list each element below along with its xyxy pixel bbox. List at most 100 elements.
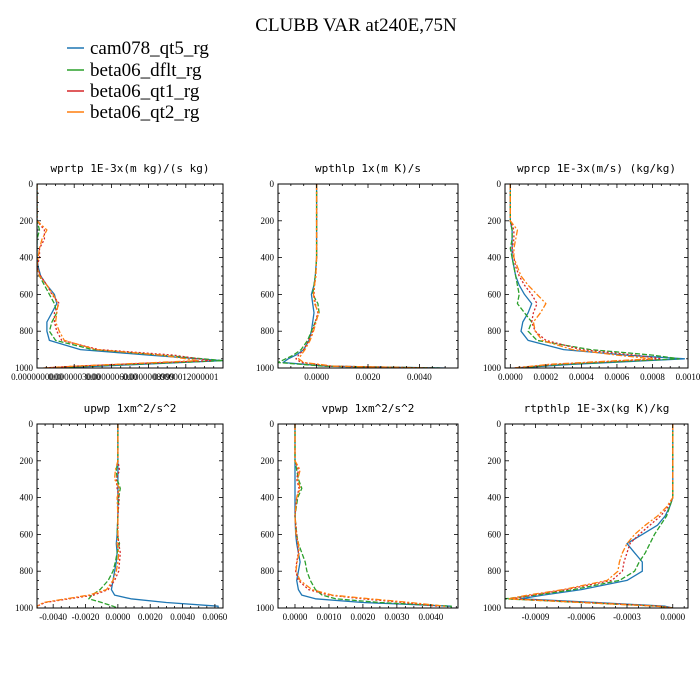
series-line xyxy=(37,184,199,368)
series-line xyxy=(509,184,654,368)
series-group xyxy=(37,424,219,608)
x-tick-label: 0.0010 xyxy=(317,612,342,622)
series-line xyxy=(110,424,219,608)
y-tick-label: 200 xyxy=(261,456,275,466)
x-tick-label: 0.0008 xyxy=(640,372,665,382)
y-tick-label: 800 xyxy=(261,326,275,336)
y-tick-label: 600 xyxy=(488,529,502,539)
x-tick-label: 0.0030 xyxy=(384,612,409,622)
panel-title: wprcp 1E-3x(m/s) (kg/kg) xyxy=(517,162,676,175)
series-group xyxy=(37,184,223,368)
panels-group: wprtp 1E-3x(m kg)/(s kg) 0 200 400 600 800 100… xyxy=(11,162,700,622)
y-tick-label: 800 xyxy=(488,566,502,576)
y-tick-label: 1000 xyxy=(256,363,275,373)
chart-panel: wpthlp 1x(m K)/s 0 200 400 600 800 1000 0.0000 0… xyxy=(256,162,459,382)
legend-label: beta06_qt1_rg xyxy=(90,81,200,102)
x-tick-label: 0.0000 xyxy=(105,612,130,622)
x-tick-label: 0.0000 xyxy=(283,612,308,622)
y-tick-label: 1000 xyxy=(483,603,502,613)
y-tick-label: 800 xyxy=(261,566,275,576)
legend-item: cam078_qt5_rg xyxy=(67,38,209,59)
series-line xyxy=(509,184,680,368)
y-tick-label: 200 xyxy=(20,216,34,226)
legend-item: beta06_qt1_rg xyxy=(67,81,200,102)
series-line xyxy=(507,424,674,608)
x-tick-label: -0.0040 xyxy=(39,612,67,622)
series-line xyxy=(37,424,121,608)
chart-panel: wprtp 1E-3x(m kg)/(s kg) 0 200 400 600 800 100… xyxy=(11,162,224,382)
x-tick-label: -0.0009 xyxy=(522,612,550,622)
series-line xyxy=(511,424,674,608)
series-line xyxy=(505,424,674,608)
series-line xyxy=(509,184,662,368)
x-tick-label: 0.0000006000 xyxy=(86,372,138,382)
chart-panel: wprcp 1E-3x(m/s) (kg/kg) 0 200 400 600 800 100… xyxy=(483,162,700,382)
y-tick-label: 600 xyxy=(261,289,275,299)
x-tick-label: 0.0020 xyxy=(138,612,163,622)
panel-title: upwp 1xm^2/s^2 xyxy=(84,402,177,415)
series-line xyxy=(294,424,446,608)
y-tick-label: 0 xyxy=(29,419,34,429)
x-tick-label: 0.0006 xyxy=(605,372,630,382)
series-group xyxy=(509,184,686,368)
y-tick-label: 200 xyxy=(488,216,502,226)
series-line xyxy=(297,184,430,368)
y-tick-label: 200 xyxy=(20,456,34,466)
x-tick-label: 0.0000012000001 xyxy=(153,372,218,382)
x-tick-label: 0.0000 xyxy=(660,612,685,622)
x-tick-label: 0.0002 xyxy=(533,372,558,382)
y-tick-label: 600 xyxy=(488,289,502,299)
y-tick-label: 400 xyxy=(20,253,34,263)
chart-panel: vpwp 1xm^2/s^2 0 200 400 600 800 1000 0.0000 0.0… xyxy=(256,402,459,622)
y-tick-label: 1000 xyxy=(15,603,34,613)
series-line xyxy=(282,184,446,368)
series-line xyxy=(37,184,223,368)
x-tick-label: 0.0040 xyxy=(407,372,432,382)
x-tick-label: 0.0040 xyxy=(418,612,443,622)
y-tick-label: 0 xyxy=(270,179,275,189)
x-tick-label: 0.0060 xyxy=(203,612,228,622)
x-tick-label: -0.0020 xyxy=(72,612,100,622)
y-tick-label: 800 xyxy=(488,326,502,336)
series-line xyxy=(37,184,223,368)
y-tick-label: 600 xyxy=(20,289,34,299)
y-tick-label: 400 xyxy=(20,493,34,503)
panel-title: rtpthlp 1E-3x(kg K)/kg xyxy=(524,402,670,415)
y-tick-label: 1000 xyxy=(483,363,502,373)
x-tick-label: 0.0000 xyxy=(498,372,523,382)
x-tick-label: 0.0004 xyxy=(569,372,594,382)
y-tick-label: 0 xyxy=(29,179,34,189)
y-tick-label: 800 xyxy=(20,326,34,336)
legend: cam078_qt5_rg beta06_dflt_rg beta06_qt1_… xyxy=(67,38,209,123)
y-tick-label: 0 xyxy=(270,419,275,429)
series-group xyxy=(294,424,452,608)
y-tick-label: 200 xyxy=(261,216,275,226)
series-group xyxy=(278,184,446,368)
y-tick-label: 0 xyxy=(497,419,502,429)
chart-panel: upwp 1xm^2/s^2 0 200 400 600 800 1000 -0.0040 -0… xyxy=(15,402,228,622)
x-tick-label: 0.0000000000 xyxy=(11,372,63,382)
y-tick-label: 400 xyxy=(261,253,275,263)
y-tick-label: 1000 xyxy=(15,363,34,373)
figure-title: CLUBB VAR at240E,75N xyxy=(255,15,457,36)
x-tick-label: 0.0010 xyxy=(676,372,700,382)
panel-title: wpthlp 1x(m K)/s xyxy=(315,162,421,175)
y-tick-label: 200 xyxy=(488,456,502,466)
x-tick-label: 0.0020 xyxy=(351,612,376,622)
legend-label: beta06_qt2_rg xyxy=(90,102,200,123)
series-line xyxy=(37,184,212,368)
series-group xyxy=(505,424,674,608)
y-tick-label: 400 xyxy=(488,493,502,503)
y-tick-label: 800 xyxy=(20,566,34,576)
y-tick-label: 400 xyxy=(261,493,275,503)
x-tick-label: 0.0000003000 xyxy=(48,372,100,382)
y-tick-label: 0 xyxy=(497,179,502,189)
series-line xyxy=(294,424,452,608)
legend-item: beta06_qt2_rg xyxy=(67,102,200,123)
x-tick-label: 0.0000008999 xyxy=(123,372,175,382)
legend-label: beta06_dflt_rg xyxy=(90,60,202,81)
y-tick-label: 400 xyxy=(488,253,502,263)
panel-title: vpwp 1xm^2/s^2 xyxy=(322,402,415,415)
x-tick-label: -0.0003 xyxy=(613,612,641,622)
